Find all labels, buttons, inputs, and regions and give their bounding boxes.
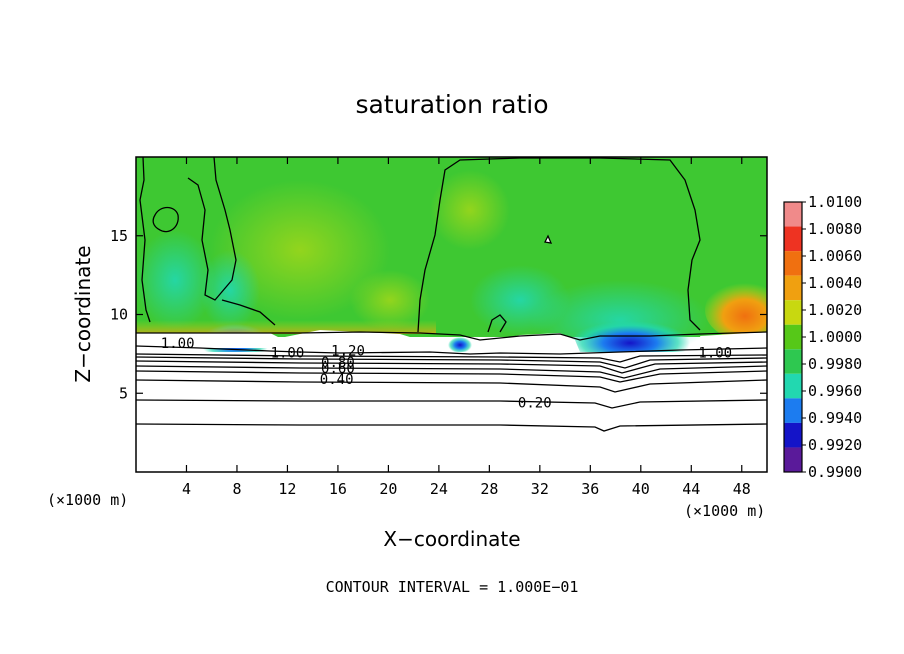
colorbar-swatch — [784, 422, 802, 448]
contour-label: 0.80 — [321, 355, 355, 371]
x-tick-label: 16 — [329, 480, 347, 498]
contour-label: 0.60 — [321, 361, 355, 377]
colorbar-swatch — [784, 373, 802, 399]
colorbar-label: 0.9900 — [808, 463, 862, 481]
contour-line-1.00 — [152, 206, 179, 233]
colorbar-label: 1.0060 — [808, 247, 862, 265]
plot-area: 1.00 1.00 1.200.800.600.40 0.20 1.00 — [136, 157, 767, 472]
x-tick-label: 8 — [232, 480, 241, 498]
y-tick-label: 10 — [110, 306, 128, 324]
cloud-region — [136, 330, 430, 356]
y-axis: 5 10 15 — [110, 227, 767, 402]
x-tick-label: 20 — [379, 480, 397, 498]
field-cyan-patch — [200, 250, 260, 330]
field-cyan-patch — [136, 230, 215, 330]
x-tick-label: 48 — [733, 480, 751, 498]
contour-label: 0.20 — [518, 396, 552, 412]
colorbar-swatch — [784, 202, 802, 227]
field-blue-minimum — [448, 337, 472, 353]
field-orange-maximum — [705, 280, 767, 340]
contour-line-0.60 — [136, 360, 767, 374]
contour-label: 1.00 — [271, 345, 305, 361]
colorbar-swatch — [784, 226, 802, 252]
x-tick-label: 32 — [531, 480, 549, 498]
contour-label: 1.00 — [698, 345, 732, 361]
x-unit-left: (×1000 m) — [47, 491, 128, 509]
x-tick-label: 44 — [682, 480, 700, 498]
contour-line-1.00 — [139, 157, 151, 323]
colorbar-label: 0.9940 — [808, 409, 862, 427]
x-axis-label: X−coordinate — [383, 527, 520, 551]
colorbar-swatch — [784, 349, 802, 374]
contour-line-0.50 — [136, 365, 767, 379]
colorbar-label: 1.0080 — [808, 220, 862, 238]
contour-line-0.20 — [136, 399, 767, 409]
colorbar-label: 0.9920 — [808, 436, 862, 454]
contour-interval-note: CONTOUR INTERVAL = 1.000E−01 — [326, 578, 579, 596]
colorbar-label: 0.9960 — [808, 382, 862, 400]
contour-line-1.00 — [487, 314, 507, 333]
contour-line-0.30 — [136, 379, 767, 393]
contour-line-1.00 — [417, 157, 701, 333]
colorbar-swatch — [784, 251, 802, 276]
y-tick-label: 5 — [119, 384, 128, 402]
colorbar-swatch — [784, 324, 802, 350]
colorbar-label: 0.9980 — [808, 355, 862, 373]
contour-lines — [136, 157, 767, 432]
x-tick-label: 12 — [278, 480, 296, 498]
field-lower — [136, 352, 767, 472]
contour-labels: 1.00 1.00 1.200.800.600.40 0.20 1.00 — [161, 336, 732, 412]
colorbar-swatch — [784, 275, 802, 301]
x-tick-label: 40 — [632, 480, 650, 498]
x-tick-label: 4 — [182, 480, 191, 498]
contour-line-0.40 — [136, 370, 767, 383]
x-tick-label: 36 — [581, 480, 599, 498]
contour-line-0.10 — [136, 423, 767, 432]
colorbar-swatch — [784, 398, 802, 423]
field-yellow-patch — [430, 170, 510, 250]
contour-label: 1.20 — [331, 344, 365, 360]
colorbar: 1.0100 1.0080 1.0060 1.0040 1.0020 1.0000 0.99… — [783, 193, 862, 481]
contour-line-1.00 — [221, 299, 276, 326]
cloud-region — [498, 333, 580, 354]
contour-line-0.80 — [136, 353, 767, 363]
field-cyan-patch — [470, 265, 570, 335]
field-orange-band — [136, 320, 436, 334]
x-tick-label: 24 — [430, 480, 448, 498]
contour-line-1.20 — [136, 345, 767, 355]
contour-label: 1.00 — [161, 336, 195, 352]
colorbar-swatch — [784, 447, 802, 472]
colorbar-label: 1.0020 — [808, 301, 862, 319]
colorbar-swatch — [784, 300, 802, 325]
colorbar-label: 1.0100 — [808, 193, 862, 211]
chart-title: saturation ratio — [355, 90, 548, 119]
y-tick-label: 15 — [110, 227, 128, 245]
colorbar-label: 1.0000 — [808, 328, 862, 346]
contour-line-0.70 — [136, 356, 767, 369]
colorbar-label: 1.0040 — [808, 274, 862, 292]
x-unit-right: (×1000 m) — [684, 502, 765, 520]
x-tick-label: 28 — [480, 480, 498, 498]
cloud-region — [700, 332, 767, 352]
x-axis: 4 8 12 16 20 24 28 32 36 40 44 48 — [182, 157, 751, 498]
contour-line-1.00 — [187, 157, 237, 301]
y-axis-label: Z−coordinate — [71, 245, 95, 382]
contour-label: 0.40 — [320, 372, 354, 388]
contour-spot — [544, 234, 553, 244]
field-yellow-patch — [350, 270, 430, 330]
contour-line-1.00 — [136, 331, 767, 341]
